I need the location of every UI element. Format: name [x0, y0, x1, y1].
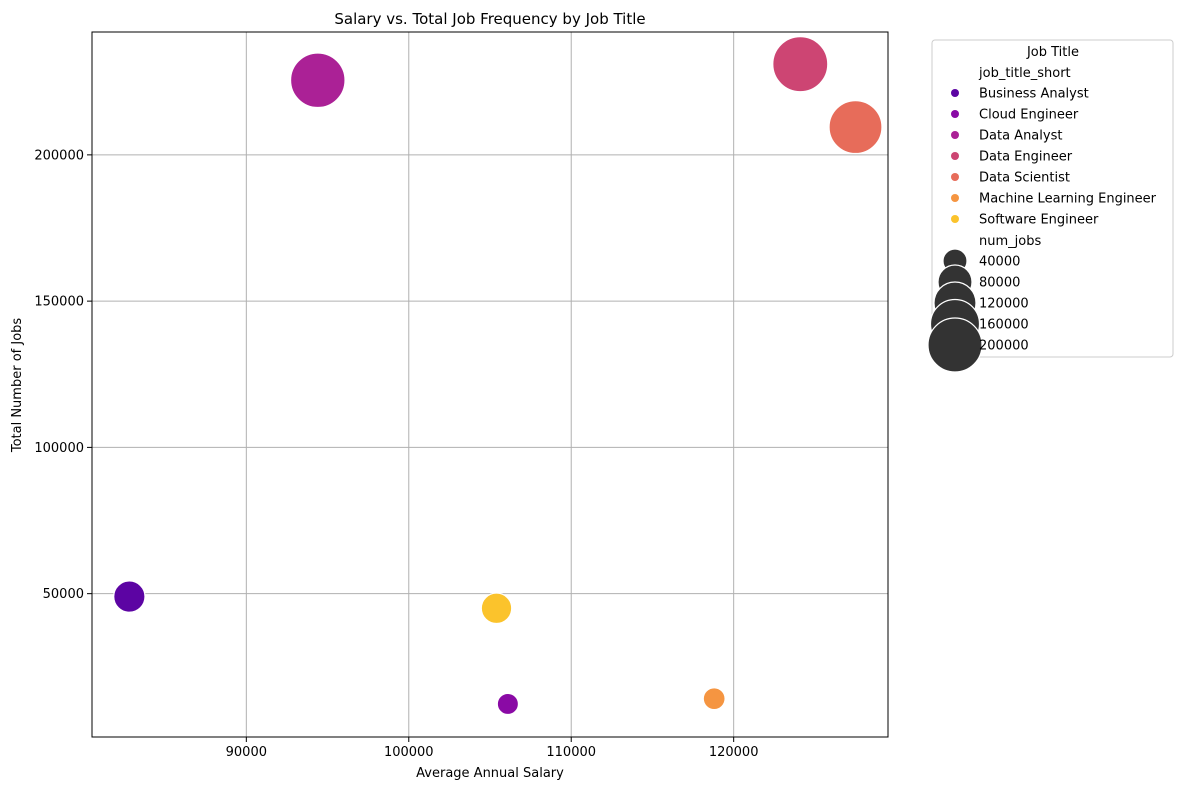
legend-hue-header: job_title_short [978, 66, 1071, 81]
point-data-analyst [289, 52, 346, 109]
legend-label-data-analyst: Data Analyst [979, 129, 1062, 144]
point-software-engineer [480, 592, 513, 625]
legend-title: Job Title [1026, 45, 1079, 60]
legend-marker-cloud-engineer [951, 110, 959, 118]
y-axis-ticks: 50000 100000 150000 200000 [34, 148, 92, 602]
legend-label-data-scientist: Data Scientist [979, 171, 1070, 186]
point-cloud-engineer [496, 692, 520, 716]
legend-marker-data-engineer [951, 152, 959, 160]
legend-label-business-analyst: Business Analyst [979, 87, 1089, 102]
legend-size-header: num_jobs [979, 234, 1041, 249]
legend-label-software-engineer: Software Engineer [979, 213, 1099, 228]
x-tick-label: 110000 [546, 745, 596, 760]
legend-size-marker [927, 317, 983, 373]
y-tick-label: 150000 [34, 295, 84, 310]
legend-marker-data-analyst [951, 131, 959, 139]
legend-label-cloud-engineer: Cloud Engineer [979, 108, 1079, 123]
plot-area [91, 31, 889, 738]
chart-title: Salary vs. Total Job Frequency by Job Ti… [334, 10, 645, 28]
legend-marker-data-scientist [951, 173, 959, 181]
point-data-engineer [772, 36, 829, 93]
y-tick-label: 200000 [34, 148, 84, 163]
x-tick-label: 90000 [226, 745, 267, 760]
point-data-scientist [828, 100, 883, 155]
legend-box [931, 39, 1174, 358]
point-machine-learning-engineer [702, 687, 726, 711]
x-tick-label: 100000 [384, 745, 434, 760]
legend-marker-software-engineer [951, 215, 959, 223]
data-points [113, 36, 883, 716]
y-tick-label: 50000 [43, 587, 84, 602]
legend: Job Title job_title_short Business Analy… [927, 39, 1174, 373]
legend-size-label: 200000 [979, 339, 1029, 354]
legend-size-label: 40000 [979, 255, 1020, 270]
x-axis-ticks: 90000 100000 110000 120000 [226, 737, 759, 760]
legend-label-data-engineer: Data Engineer [979, 150, 1073, 165]
legend-size-label: 80000 [979, 276, 1020, 291]
y-tick-label: 100000 [34, 441, 84, 456]
legend-marker-machine-learning-engineer [951, 194, 959, 202]
legend-label-machine-learning-engineer: Machine Learning Engineer [979, 192, 1157, 207]
legend-marker-business-analyst [951, 89, 959, 97]
x-axis-label: Average Annual Salary [416, 766, 564, 781]
legend-size-label: 160000 [979, 318, 1029, 333]
x-tick-label: 120000 [709, 745, 759, 760]
y-axis-label: Total Number of Jobs [10, 318, 25, 454]
grid-lines [92, 32, 888, 737]
legend-size-label: 120000 [979, 297, 1029, 312]
point-business-analyst [113, 580, 146, 613]
